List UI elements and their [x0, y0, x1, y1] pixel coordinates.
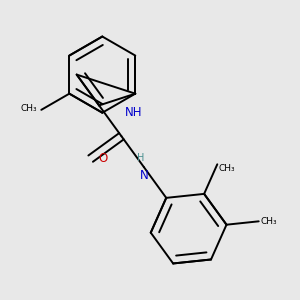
- Text: NH: NH: [125, 106, 142, 118]
- Text: N: N: [140, 169, 148, 182]
- Text: CH₃: CH₃: [20, 104, 37, 113]
- Text: H: H: [137, 153, 145, 163]
- Text: O: O: [98, 152, 107, 165]
- Text: CH₃: CH₃: [260, 217, 277, 226]
- Text: CH₃: CH₃: [219, 164, 236, 173]
